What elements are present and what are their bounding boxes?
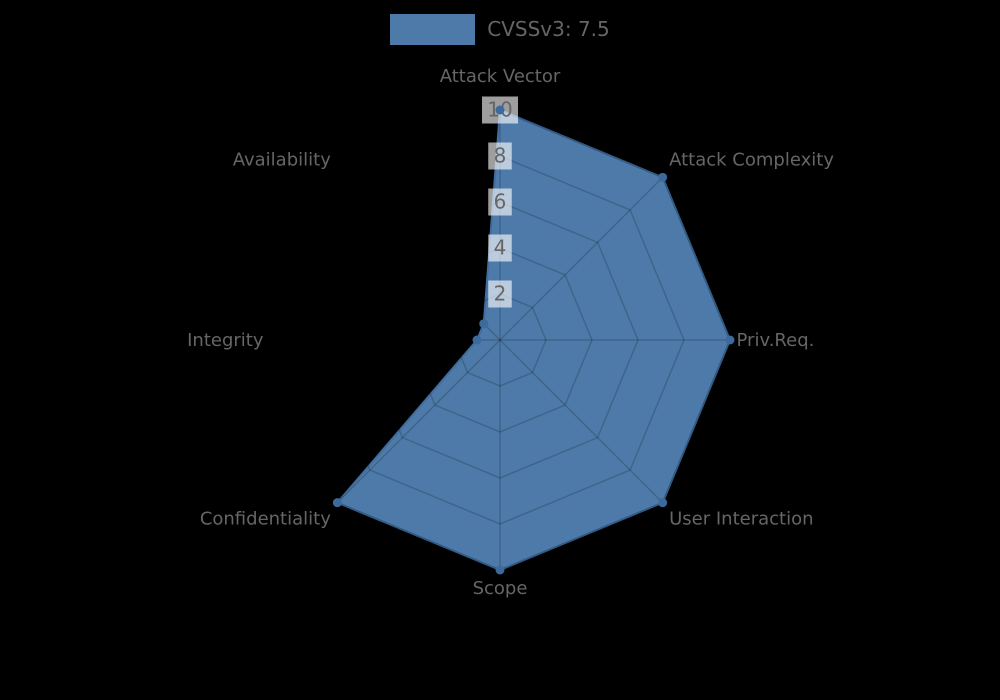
data-point bbox=[332, 498, 342, 508]
axis-label-confidentiality: Confidentiality bbox=[200, 509, 331, 530]
tick-label: 6 bbox=[494, 190, 507, 214]
tick-backdrop bbox=[488, 142, 512, 170]
tick-backdrop bbox=[488, 280, 512, 308]
legend: CVSSv3: 7.5 bbox=[0, 14, 1000, 45]
axis-line bbox=[499, 176, 664, 341]
grid-ring bbox=[453, 293, 547, 387]
tick-label: 4 bbox=[494, 236, 507, 260]
axis-label-scope: Scope bbox=[473, 578, 528, 599]
data-point bbox=[472, 335, 482, 345]
axis-label-availability: Availability bbox=[233, 149, 331, 170]
grid-ring bbox=[315, 155, 685, 525]
legend-swatch bbox=[390, 14, 476, 45]
axis-line bbox=[499, 339, 664, 504]
axis-label-user-interaction: User Interaction bbox=[669, 509, 813, 530]
data-point bbox=[495, 105, 505, 115]
data-point bbox=[725, 335, 735, 345]
grid-ring bbox=[407, 247, 593, 433]
axis-line bbox=[336, 176, 501, 341]
legend-item-cvssv3[interactable]: CVSSv3: 7.5 bbox=[390, 14, 610, 45]
tick-label: 2 bbox=[494, 282, 507, 306]
data-point bbox=[479, 319, 489, 329]
grid-ring bbox=[361, 201, 639, 479]
legend-label: CVSSv3: 7.5 bbox=[487, 17, 610, 41]
data-point bbox=[495, 565, 505, 575]
data-point bbox=[658, 172, 668, 182]
axis-line bbox=[336, 339, 501, 504]
data-point bbox=[658, 498, 668, 508]
axis-label-integrity: Integrity bbox=[187, 330, 264, 351]
axis-label-attack-vector: Attack Vector bbox=[440, 66, 561, 87]
axis-label-attack-complexity: Attack Complexity bbox=[669, 149, 834, 170]
tick-backdrop bbox=[488, 234, 512, 262]
axis-label-priv-req: Priv.Req. bbox=[737, 330, 815, 351]
tick-label: 8 bbox=[494, 144, 507, 168]
tick-backdrop bbox=[488, 188, 512, 216]
